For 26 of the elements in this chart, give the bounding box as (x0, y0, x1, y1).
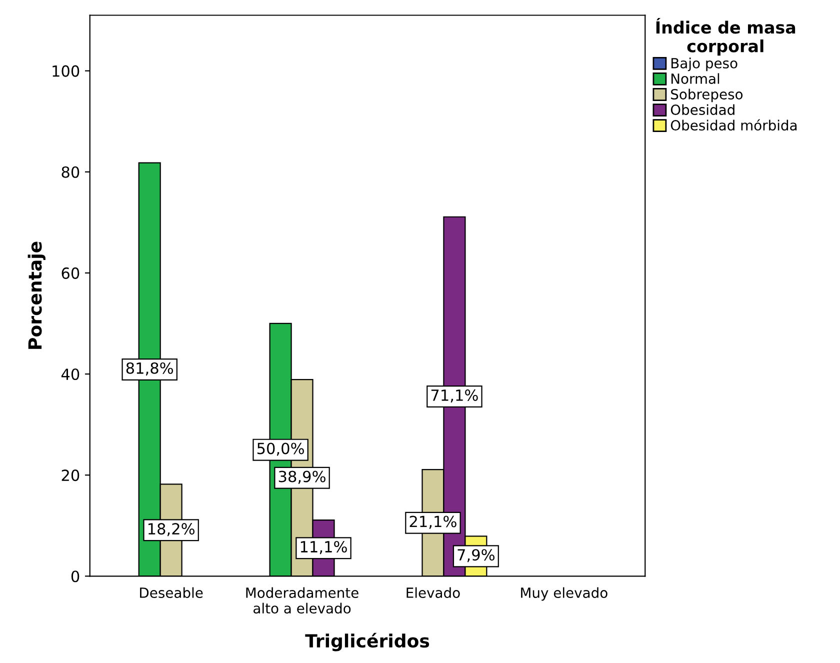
y-tick-label: 60 (62, 267, 80, 279)
y-axis-title: Porcentaje (28, 242, 46, 349)
y-tick-label: 40 (61, 368, 80, 380)
x-tick-label: Elevado (406, 587, 460, 598)
legend-label: Bajo peso (671, 58, 738, 72)
x-axis-title: Triglicéridos (305, 632, 430, 652)
y-tick-label: 0 (71, 570, 80, 582)
data-label: 18,2% (148, 523, 194, 536)
data-label: 38,9% (278, 470, 326, 484)
data-label: 7,9% (458, 549, 494, 562)
legend-label: Normal (671, 73, 720, 84)
legend-label: Obesidad mórbida (670, 119, 797, 131)
legend-label: Sobrepeso (671, 88, 743, 102)
data-label: 21,1% (410, 516, 456, 529)
legend-title: Índice de masa corporal (656, 18, 796, 56)
y-tick-label: 20 (62, 470, 80, 482)
data-label: 81,8% (126, 362, 174, 376)
data-label: 71,1% (431, 389, 478, 402)
y-tick-label: 80 (62, 166, 80, 178)
data-label: 11,1% (300, 540, 347, 554)
data-label: 50,0% (257, 442, 304, 456)
x-tick-label: Moderadamente alto a elevado (246, 587, 358, 614)
legend-label: Obesidad (670, 104, 734, 116)
x-tick-label: Deseable (140, 587, 203, 598)
x-tick-label: Muy elevado (521, 587, 608, 601)
y-tick-label: 100 (52, 65, 80, 77)
